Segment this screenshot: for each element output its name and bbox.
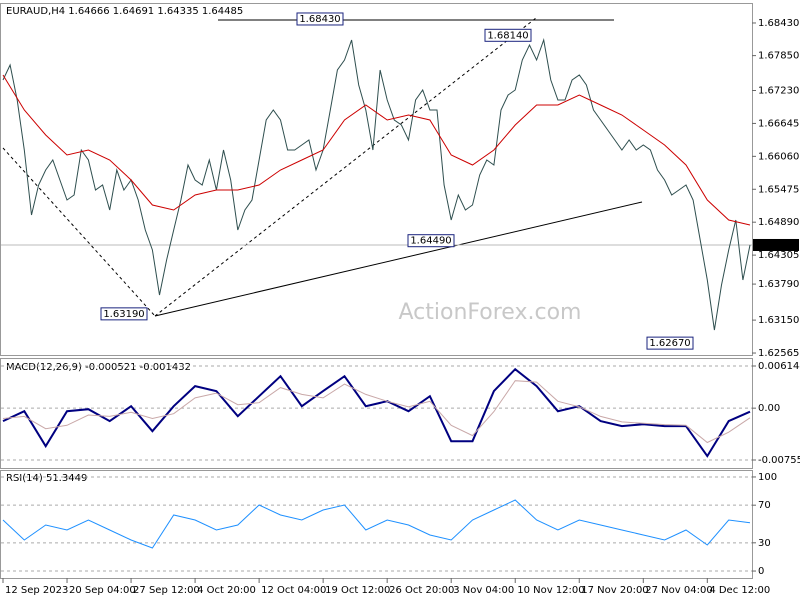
x-tick-label: 27 Sep 12:00 — [133, 585, 200, 596]
y-tick-label: -0.007555 — [758, 455, 800, 466]
level-box — [407, 234, 455, 248]
macd-title: MACD(12,26,9) -0.000521 -0.001432 — [6, 362, 191, 373]
y-tick-label: 1.65475 — [758, 184, 799, 195]
y-tick-label: 1.66645 — [758, 118, 799, 129]
price-title: EURAUD,H4 1.64666 1.64691 1.64335 1.6448… — [6, 6, 243, 17]
trend-line — [154, 17, 537, 317]
last-price-label: 1.64485 — [757, 240, 798, 251]
rsi-panel — [0, 470, 753, 579]
y-tick-label: 1.68430 — [758, 18, 799, 29]
series-line — [2, 499, 751, 549]
y-tick-label: 1.64305 — [758, 250, 799, 261]
y-tick-label: 1.66060 — [758, 151, 799, 162]
y-tick-label: 30 — [758, 538, 771, 549]
x-tick-label: 27 Nov 04:00 — [645, 585, 712, 596]
series-line — [2, 367, 751, 458]
x-tick-label: 26 Oct 20:00 — [389, 585, 454, 596]
series-line — [2, 74, 751, 226]
series-line — [2, 380, 751, 444]
level-label: 1.68140 — [487, 30, 528, 41]
watermark: ActionForex.com — [399, 300, 582, 325]
y-tick-label: 1.64890 — [758, 217, 799, 228]
x-tick-label: 4 Dec 12:00 — [709, 585, 770, 596]
x-tick-label: 19 Oct 12:00 — [325, 585, 390, 596]
x-tick-label: 17 Nov 20:00 — [581, 585, 648, 596]
y-tick-label: 0 — [758, 566, 764, 577]
x-tick-label: 20 Sep 04:00 — [69, 585, 136, 596]
rsi-title: RSI(14) 51.3449 — [6, 473, 87, 484]
y-tick-label: 70 — [758, 500, 771, 511]
y-tick-label: 0.00 — [758, 403, 780, 414]
x-tick-label: 12 Sep 2023 — [5, 585, 68, 596]
y-tick-label: 1.67230 — [758, 86, 799, 97]
last-price-box — [753, 238, 799, 251]
x-tick-label: 4 Oct 20:00 — [197, 585, 256, 596]
x-tick-label: 10 Nov 12:00 — [517, 585, 584, 596]
y-tick-label: 1.63150 — [758, 315, 799, 326]
level-label: 1.62670 — [649, 338, 690, 349]
x-tick-label: 3 Nov 04:00 — [453, 585, 514, 596]
support-line — [154, 201, 643, 317]
trend-line — [2, 147, 156, 317]
level-label: 1.63190 — [103, 309, 144, 320]
y-tick-label: 100 — [758, 472, 777, 483]
level-box — [646, 336, 694, 350]
level-label: 1.68430 — [299, 14, 340, 25]
y-tick-label: 1.63790 — [758, 279, 799, 290]
y-tick-label: 0.006144 — [758, 361, 800, 372]
x-tick-label: 12 Oct 04:00 — [261, 585, 326, 596]
price-panel — [0, 3, 753, 356]
level-box — [296, 12, 344, 26]
series-line — [2, 38, 751, 331]
level-box — [100, 307, 148, 321]
y-tick-label: 1.62565 — [758, 348, 799, 359]
level-label: 1.64490 — [410, 236, 451, 247]
y-tick-label: 1.67850 — [758, 51, 799, 62]
level-box — [484, 28, 532, 42]
macd-panel — [0, 358, 753, 469]
